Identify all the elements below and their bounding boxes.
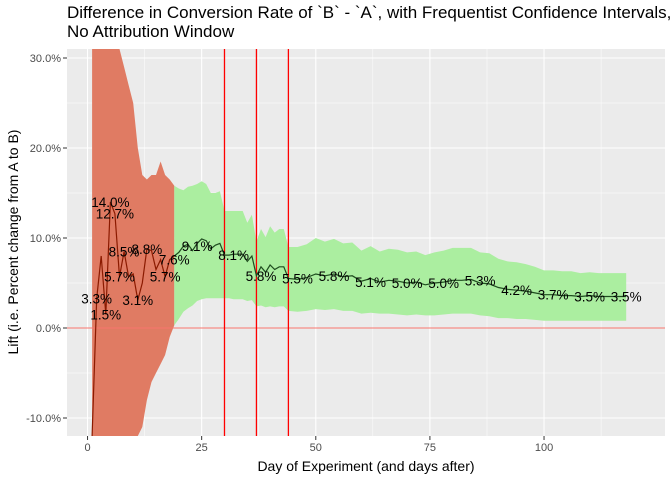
- data-label: 8.8%: [131, 242, 162, 257]
- data-label: 5.0%: [392, 276, 423, 291]
- x-axis-ticks: 0 25 50 75 100: [84, 436, 553, 454]
- y-tick-label: 0.0%: [36, 323, 61, 335]
- data-label: 5.5%: [282, 272, 313, 287]
- data-label: 14.0%: [91, 195, 129, 210]
- data-label: 5.7%: [104, 270, 135, 285]
- data-label: 5.8%: [319, 269, 350, 284]
- data-label: 5.1%: [355, 275, 386, 290]
- lift-line-not-significant: [91, 201, 175, 436]
- y-tick-label: 20.0%: [30, 143, 61, 155]
- x-tick-label: 50: [310, 442, 322, 454]
- y-axis-title: Lift (i.e. Percent change from A to B): [5, 130, 21, 355]
- y-axis-ticks: -10.0% 0.0% 10.0% 20.0% 30.0%: [26, 53, 67, 425]
- chart-title: Difference in Conversion Rate of `B` - `…: [67, 3, 672, 22]
- data-label: 3.1%: [122, 293, 153, 308]
- y-tick-label: -10.0%: [26, 413, 61, 425]
- lift-lines: [91, 201, 627, 436]
- x-tick-label: 100: [535, 442, 553, 454]
- x-tick-label: 25: [196, 442, 208, 454]
- data-label: 3.7%: [538, 288, 569, 303]
- y-tick-label: 10.0%: [30, 233, 61, 245]
- data-labels: 3.3% 1.5% 14.0%12.7% 5.7% 8.5% 3.1% 8.8% 5.7% 7.…: [81, 195, 641, 323]
- data-label: 5.3%: [465, 273, 496, 288]
- data-label: 4.2%: [501, 283, 532, 298]
- ci-band-not-significant: [92, 49, 175, 436]
- chart-subtitle: No Attribution Window: [67, 22, 235, 41]
- data-label: 5.0%: [428, 276, 459, 291]
- data-label: 7.6%: [159, 253, 190, 268]
- data-label: 5.8%: [246, 269, 277, 284]
- data-label: 8.5%: [109, 245, 140, 260]
- x-tick-label: 75: [424, 442, 436, 454]
- data-label: 3.5%: [611, 290, 642, 305]
- data-label: 8.1%: [218, 248, 249, 263]
- y-tick-label: 30.0%: [30, 53, 61, 65]
- lift-line-significant: [173, 238, 627, 298]
- data-label: 3.5%: [574, 290, 605, 305]
- data-label: 9.1%: [182, 239, 213, 254]
- data-label: 1.5%: [90, 308, 121, 323]
- reference-lines: [67, 49, 665, 436]
- x-tick-label: 0: [84, 442, 90, 454]
- data-label: 5.7%: [150, 270, 181, 285]
- data-label: 12.7%: [96, 207, 134, 222]
- x-axis-title: Day of Experiment (and days after): [257, 458, 474, 474]
- data-label: 3.3%: [81, 291, 112, 306]
